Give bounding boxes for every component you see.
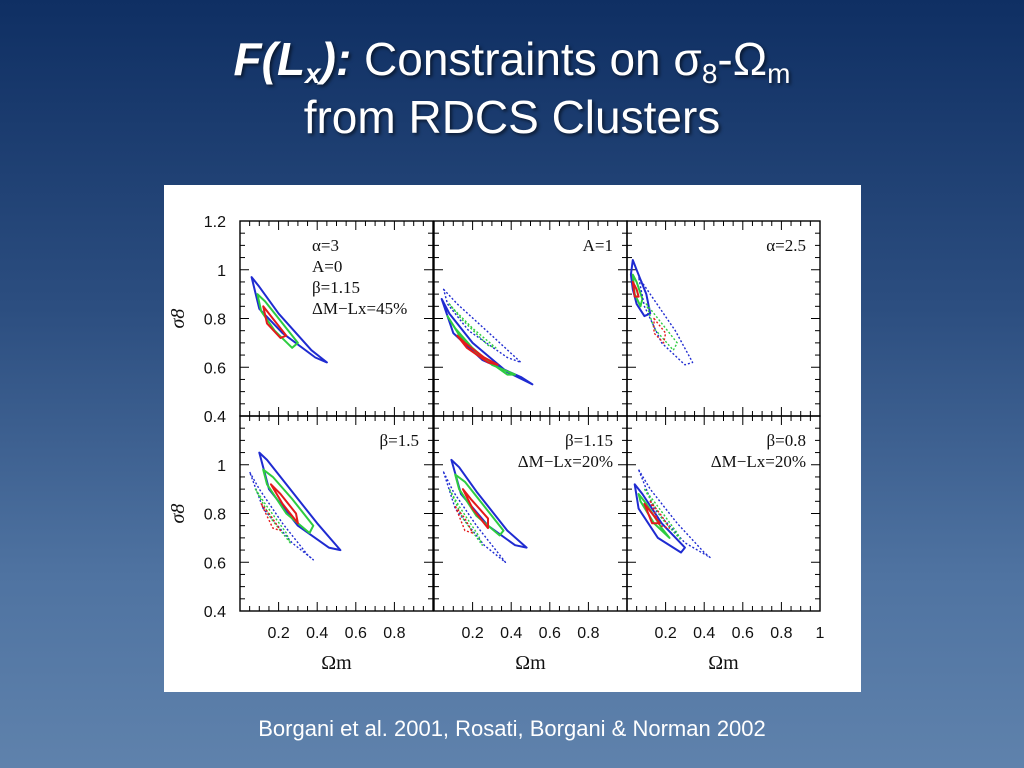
contour-grid-svg: α=3 A=0 β=1.15 ΔM−Lx=45% A=1 α=2.5 β=1.5 β=1.15… (167, 214, 825, 674)
contour-outer-ref-panel-6 (637, 468, 711, 559)
y-tick-label: 0.4 (204, 604, 226, 621)
y-tick-label: 1 (217, 458, 226, 475)
contour-mid-ref-panel-4 (254, 488, 291, 544)
title-function: F(Lx): (233, 33, 352, 89)
y-tick-label: 0.6 (204, 555, 226, 572)
contour-mid-panel-4 (262, 468, 315, 534)
x-tick-label: 0.2 (461, 625, 483, 642)
panel-label: A=0 (312, 257, 342, 276)
x-axis-label: Ωm (321, 652, 352, 674)
contour-outer-ref-panel-4 (248, 471, 315, 561)
slide-title: F(Lx): Constraints on σ8-Ωm from RDCS Cl… (0, 30, 1024, 146)
x-axis-label: Ωm (515, 652, 546, 674)
panel-label: A=1 (583, 236, 613, 255)
panel-label: α=3 (312, 236, 339, 255)
citation-caption: Borgani et al. 2001, Rosati, Borgani & N… (258, 716, 766, 741)
x-tick-label: 0.8 (577, 625, 599, 642)
contour-inner-ref-panel-5 (454, 505, 474, 534)
contour-inner-panel-6 (643, 502, 661, 525)
panel-label: ΔM−Lx=20% (711, 452, 806, 471)
y-tick-label: 1 (217, 263, 226, 280)
y-axis-label: σ8 (167, 504, 189, 524)
y-axis-label: σ8 (167, 309, 189, 329)
contour-inner-panel-1 (262, 305, 288, 339)
contour-inner-panel-2 (456, 334, 499, 366)
contour-outer-panel-6 (633, 483, 686, 554)
y-tick-label: 1.2 (204, 214, 226, 231)
contour-figure: α=3 A=0 β=1.15 ΔM−Lx=45% A=1 α=2.5 β=1.5 β=1.15… (164, 185, 861, 692)
x-tick-label: 0.6 (732, 625, 754, 642)
title-line-2: from RDCS Clusters (303, 91, 721, 143)
panel-label: α=2.5 (766, 236, 806, 255)
x-tick-label: 0.8 (770, 625, 792, 642)
contour-mid-panel-1 (256, 293, 299, 349)
contour-mid-panel-5 (454, 473, 505, 537)
y-tick-label: 0.6 (204, 360, 226, 377)
contour-inner-panel-3 (631, 280, 640, 298)
x-tick-label: 0.2 (654, 625, 676, 642)
panel-label: β=1.15 (565, 431, 613, 450)
x-tick-label: 1 (816, 625, 825, 642)
contour-mid-ref-panel-2 (448, 303, 497, 349)
contour-mid-panel-2 (446, 315, 517, 376)
y-tick-label: 0.4 (204, 409, 226, 426)
x-tick-label: 0.4 (693, 625, 715, 642)
x-tick-label: 0.6 (345, 625, 367, 642)
contour-inner-ref-panel-3 (653, 317, 667, 344)
contour-mid-ref-panel-6 (643, 488, 682, 541)
contour-inner-panel-5 (461, 488, 489, 530)
x-tick-label: 0.8 (383, 625, 405, 642)
contour-inner-ref-panel-4 (260, 503, 282, 532)
contour-outer-ref-panel-2 (442, 288, 522, 364)
x-tick-label: 0.4 (306, 625, 328, 642)
panel-label: β=0.8 (767, 431, 807, 450)
panel-label: β=1.15 (312, 278, 360, 297)
y-tick-label: 0.8 (204, 507, 226, 524)
x-tick-label: 0.4 (500, 625, 522, 642)
contour-outer-ref-panel-5 (442, 471, 507, 563)
x-tick-label: 0.6 (539, 625, 561, 642)
contour-inner-ref-panel-6 (649, 500, 671, 529)
y-tick-label: 0.8 (204, 312, 226, 329)
panel-label: β=1.5 (380, 431, 420, 450)
contour-inner-panel-4 (269, 483, 299, 525)
panel-label: ΔM−Lx=45% (312, 299, 407, 318)
contour-mid-ref-panel-5 (448, 488, 483, 546)
x-tick-label: 0.2 (267, 625, 289, 642)
contour-mid-ref-panel-3 (645, 303, 678, 351)
contour-mid-panel-6 (637, 493, 671, 539)
title-line-1: F(Lx): Constraints on σ8-Ωm (233, 33, 791, 89)
panel-label: ΔM−Lx=20% (518, 452, 613, 471)
contour-outer-panel-5 (450, 458, 528, 549)
contour-outer-ref-panel-3 (637, 276, 694, 366)
contour-outer-panel-1 (250, 276, 328, 364)
x-axis-label: Ωm (708, 652, 739, 674)
contour-outer-panel-4 (258, 451, 342, 552)
